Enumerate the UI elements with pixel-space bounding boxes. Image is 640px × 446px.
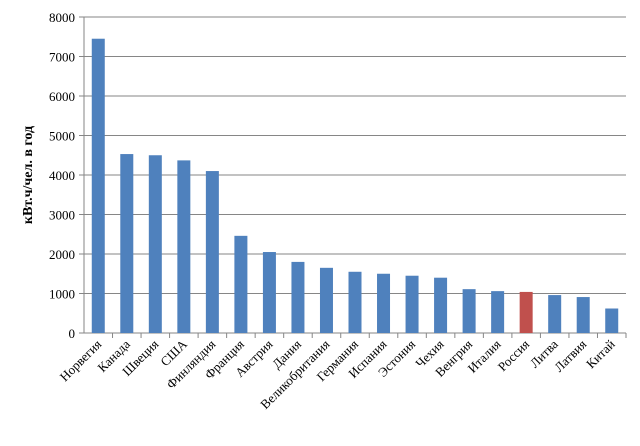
bar <box>605 308 619 333</box>
bar <box>262 252 276 333</box>
bar <box>405 275 419 333</box>
bar <box>120 154 134 333</box>
y-tick-label: 1000 <box>49 287 75 302</box>
y-tick-label: 2000 <box>49 247 75 262</box>
y-tick-label: 7000 <box>49 50 75 65</box>
bar <box>519 291 533 333</box>
y-tick-label: 0 <box>69 326 76 341</box>
x-tick-label: Китай <box>583 336 618 371</box>
bar <box>234 235 248 333</box>
bar <box>348 271 362 333</box>
bar <box>148 155 162 333</box>
bar <box>177 160 191 333</box>
y-axis-title: кВт.ч/чел. в год <box>21 126 36 224</box>
y-tick-label: 8000 <box>49 10 75 25</box>
bar <box>462 289 476 333</box>
bar <box>491 291 505 333</box>
y-tick-label: 6000 <box>49 89 75 104</box>
x-tick-label: Россия <box>495 337 533 375</box>
y-tick-label: 5000 <box>49 129 75 144</box>
bar <box>434 277 448 333</box>
bar <box>205 171 219 333</box>
bar <box>576 297 590 333</box>
bar <box>291 261 305 333</box>
bar <box>377 273 391 333</box>
bar <box>91 38 105 333</box>
bar <box>548 295 562 333</box>
y-tick-label: 3000 <box>49 208 75 223</box>
y-tick-label: 4000 <box>49 168 75 183</box>
bar <box>319 267 333 333</box>
x-tick-label: Латвия <box>551 337 589 375</box>
